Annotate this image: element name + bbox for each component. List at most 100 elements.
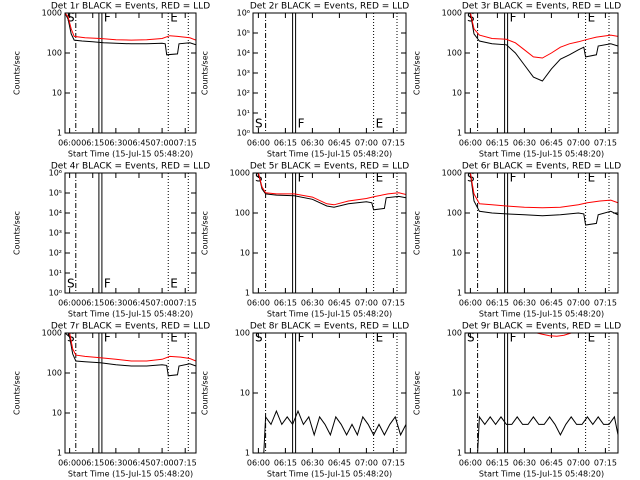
x-tick-label: 06:00 [58, 139, 81, 148]
x-tick-label: 06:45 [540, 459, 563, 468]
chart-title: Det 2r BLACK = Events, RED = LLD [250, 2, 409, 12]
x-tick-label: 06:30 [301, 299, 324, 308]
x-tick-label: 06:45 [540, 139, 563, 148]
y-tick-label: 100 [447, 49, 462, 58]
y-tick-label: 10⁰ [49, 289, 62, 298]
y-tick-label: 1 [457, 449, 462, 458]
y-tick-label: 10 [240, 389, 250, 398]
x-tick-label: 07:00 [567, 299, 590, 308]
x-tick-label: 06:00 [58, 459, 81, 468]
chart-title: Det 3r BLACK = Events, RED = LLD [462, 2, 621, 12]
y-tick-label: 10 [452, 89, 462, 98]
data-line [536, 333, 572, 337]
x-tick-label: 06:00 [247, 459, 270, 468]
plot-frame [464, 12, 619, 134]
y-tick-label: 10⁵ [49, 189, 62, 198]
x-tick-label: 07:00 [355, 459, 378, 468]
x-tick-label: 07:15 [174, 139, 197, 148]
y-tick-label: 1 [245, 449, 250, 458]
data-line [465, 13, 618, 82]
data-line [65, 13, 196, 41]
x-tick-label: 07:00 [151, 139, 174, 148]
y-tick-label: 10 [452, 389, 462, 398]
x-tick-label: 06:15 [81, 459, 104, 468]
panel: Det 7r BLACK = Events, RED = LLD Counts/s… [13, 322, 211, 479]
marker-label: F [104, 331, 111, 345]
data-line [465, 173, 618, 209]
marker-label: E [376, 171, 384, 185]
x-tick-label: 06:15 [274, 139, 297, 148]
plot-frame [64, 12, 197, 134]
y-tick-label: 100 [47, 49, 62, 58]
plot-frame [464, 332, 619, 454]
marker-label: E [376, 331, 384, 345]
x-axis-label: Start Time (15-Jul-15 05:48:20) [267, 150, 392, 159]
x-tick-label: 06:00 [459, 459, 482, 468]
chart-title: Det 5r BLACK = Events, RED = LLD [250, 162, 409, 172]
x-axis-label: Start Time (15-Jul-15 05:48:20) [68, 470, 193, 479]
data-line [253, 173, 406, 206]
panel: Det 1r BLACK = Events, RED = LLD Counts/s… [13, 2, 211, 159]
x-tick-label: 06:30 [513, 299, 536, 308]
x-tick-label: 06:15 [274, 299, 297, 308]
x-tick-label: 07:00 [355, 139, 378, 148]
y-tick-label: 10 [52, 409, 62, 418]
chart-title: Det 9r BLACK = Events, RED = LLD [462, 322, 621, 332]
chart-title: Det 4r BLACK = Events, RED = LLD [51, 162, 210, 172]
x-tick-label: 06:00 [247, 139, 270, 148]
marker-label: E [588, 331, 596, 345]
y-tick-label: 10⁴ [49, 209, 62, 218]
x-tick-label: 06:45 [328, 139, 351, 148]
x-axis-label: Start Time (15-Jul-15 05:48:20) [479, 150, 604, 159]
x-tick-label: 06:45 [127, 139, 150, 148]
x-tick-label: 07:15 [594, 139, 617, 148]
marker-label: S [255, 331, 263, 345]
y-axis-label: Counts/sec [201, 211, 210, 255]
x-tick-label: 06:00 [459, 139, 482, 148]
plot-frame [64, 332, 197, 454]
x-tick-label: 06:15 [81, 139, 104, 148]
marker-label: F [298, 331, 305, 345]
x-tick-label: 06:00 [247, 299, 270, 308]
marker-label: E [588, 11, 596, 25]
data-line [253, 173, 406, 211]
y-tick-label: 1 [245, 289, 250, 298]
y-tick-label: 1 [57, 449, 62, 458]
x-tick-label: 06:00 [459, 299, 482, 308]
x-tick-label: 06:15 [486, 459, 509, 468]
x-tick-label: 06:30 [104, 139, 127, 148]
data-line [65, 333, 196, 362]
marker-label: S [67, 11, 75, 25]
marker-label: E [170, 11, 178, 25]
y-tick-label: 100 [47, 369, 62, 378]
x-tick-label: 07:15 [382, 299, 405, 308]
x-tick-label: 06:45 [127, 459, 150, 468]
x-tick-label: 06:15 [81, 299, 104, 308]
x-tick-label: 07:15 [382, 459, 405, 468]
panel: Det 8r BLACK = Events, RED = LLD Counts/s… [201, 322, 410, 479]
marker-label: S [255, 117, 263, 131]
marker-label: F [510, 171, 517, 185]
y-axis-label: Counts/sec [13, 211, 22, 255]
x-tick-label: 07:00 [355, 299, 378, 308]
data-line [65, 13, 196, 56]
plot-frame [252, 12, 407, 134]
y-tick-label: 1 [57, 129, 62, 138]
plot-frame [64, 172, 197, 294]
marker-label: F [298, 171, 305, 185]
x-tick-label: 06:30 [301, 459, 324, 468]
y-axis-label: Counts/sec [413, 211, 422, 255]
y-tick-label: 1 [457, 129, 462, 138]
x-tick-label: 07:15 [382, 139, 405, 148]
x-axis-label: Start Time (15-Jul-15 05:48:20) [479, 470, 604, 479]
y-tick-label: 100 [235, 329, 250, 338]
marker-label: S [255, 171, 263, 185]
y-axis-label: Counts/sec [413, 51, 422, 95]
y-tick-label: 1000 [230, 169, 250, 178]
plot-frame [464, 172, 619, 294]
x-tick-label: 07:00 [151, 299, 174, 308]
marker-label: F [104, 11, 111, 25]
x-axis-label: Start Time (15-Jul-15 05:48:20) [68, 310, 193, 319]
y-axis-label: Counts/sec [13, 371, 22, 415]
